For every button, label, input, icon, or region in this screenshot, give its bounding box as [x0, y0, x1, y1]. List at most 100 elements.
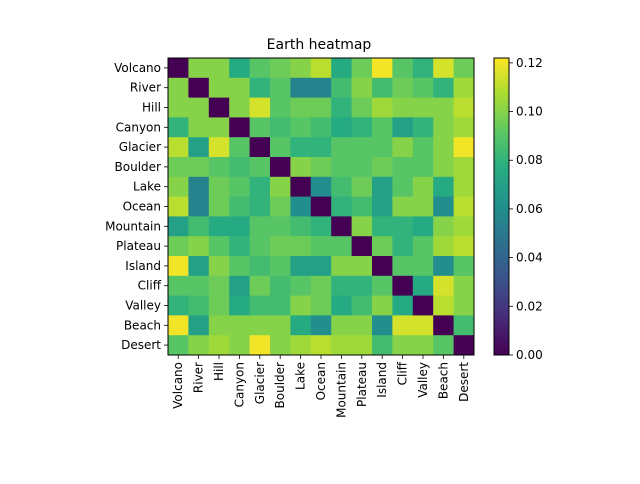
heatmap-cell-glacier-lake	[290, 137, 312, 158]
heatmap-cell-river-beach	[433, 77, 455, 99]
heatmap-cell-valley-canyon	[229, 295, 251, 316]
heatmap-cell-volcano-canyon	[229, 58, 251, 79]
heatmap-cell-canyon-mountain	[331, 117, 353, 138]
heatmap-cell-beach-valley	[412, 315, 434, 336]
heatmap-cells	[168, 58, 475, 356]
heatmap-cell-desert-canyon	[229, 335, 251, 356]
heatmap-cell-glacier-desert	[453, 137, 475, 158]
heatmap-cell-desert-cliff	[392, 335, 414, 356]
heatmap-cell-canyon-hill	[208, 117, 230, 138]
heatmap-cell-beach-glacier	[249, 315, 271, 336]
heatmap-cell-cliff-boulder	[270, 275, 291, 297]
heatmap-cell-valley-hill	[208, 295, 230, 316]
heatmap-cell-lake-ocean	[310, 176, 332, 198]
heatmap-cell-valley-volcano	[168, 295, 189, 316]
y-tick-label-hill: Hill	[142, 101, 161, 115]
x-tick-label-valley: Valley	[416, 362, 430, 398]
heatmap-cell-glacier-cliff	[392, 137, 414, 158]
y-tick-label-cliff: Cliff	[138, 279, 162, 293]
heatmap-cell-mountain-ocean	[310, 216, 332, 237]
heatmap-cell-island-plateau	[351, 256, 373, 277]
y-tick-label-beach: Beach	[124, 318, 161, 332]
heatmap-cell-river-ocean	[310, 77, 332, 99]
heatmap-cell-canyon-valley	[412, 117, 434, 138]
heatmap-cell-mountain-hill	[208, 216, 230, 237]
x-tick-label-plateau: Plateau	[355, 362, 369, 407]
heatmap-cell-volcano-beach	[433, 58, 455, 79]
colorbar-tick-label: 0.04	[516, 251, 543, 265]
y-tick-label-glacier: Glacier	[119, 140, 161, 154]
heatmap-cell-island-desert	[453, 256, 475, 277]
heatmap-cell-ocean-ocean	[310, 196, 332, 217]
x-tick-label-island: Island	[375, 362, 389, 398]
heatmap-cell-volcano-cliff	[392, 58, 414, 79]
x-tick-label-river: River	[192, 362, 206, 393]
heatmap-cell-glacier-beach	[433, 137, 455, 158]
heatmap-cell-canyon-ocean	[310, 117, 332, 138]
heatmap-cell-island-valley	[412, 256, 434, 277]
heatmap-cell-valley-mountain	[331, 295, 353, 316]
y-tick-label-lake: Lake	[133, 180, 161, 194]
heatmap-cell-mountain-valley	[412, 216, 434, 237]
heatmap-cell-hill-plateau	[351, 97, 373, 118]
heatmap-cell-canyon-river	[188, 117, 210, 138]
heatmap-cell-cliff-island	[372, 275, 393, 297]
heatmap-cell-lake-volcano	[168, 176, 189, 198]
heatmap-cell-lake-plateau	[351, 176, 373, 198]
x-tick-label-beach: Beach	[436, 362, 450, 399]
heatmap-cell-desert-river	[188, 335, 210, 356]
heatmap-cell-ocean-beach	[433, 196, 455, 217]
heatmap-cell-river-valley	[412, 77, 434, 99]
heatmap-cell-ocean-mountain	[331, 196, 353, 217]
heatmap-cell-glacier-river	[188, 137, 210, 158]
colorbar-tick-label: 0.06	[516, 202, 543, 216]
heatmap-cell-volcano-glacier	[249, 58, 271, 79]
heatmap-cell-mountain-volcano	[168, 216, 189, 237]
heatmap-cell-canyon-boulder	[270, 117, 291, 138]
heatmap-cell-volcano-plateau	[351, 58, 373, 79]
heatmap-cell-island-cliff	[392, 256, 414, 277]
heatmap-cell-volcano-ocean	[310, 58, 332, 79]
heatmap-cell-island-glacier	[249, 256, 271, 277]
x-tick-label-mountain: Mountain	[334, 362, 348, 418]
heatmap-cell-boulder-cliff	[392, 157, 414, 178]
heatmap-cell-desert-valley	[412, 335, 434, 356]
heatmap-cell-beach-plateau	[351, 315, 373, 336]
heatmap-cell-cliff-volcano	[168, 275, 189, 297]
heatmap-cell-valley-cliff	[392, 295, 414, 316]
x-tick-label-cliff: Cliff	[396, 361, 410, 385]
heatmap-cell-lake-river	[188, 176, 210, 198]
heatmap-cell-river-lake	[290, 77, 312, 99]
heatmap-cell-hill-desert	[453, 97, 475, 118]
heatmap-cell-valley-plateau	[351, 295, 373, 316]
heatmap-cell-boulder-hill	[208, 157, 230, 178]
heatmap-cell-mountain-desert	[453, 216, 475, 237]
heatmap-cell-boulder-island	[372, 157, 393, 178]
x-tick-label-lake: Lake	[294, 362, 308, 390]
heatmap-cell-glacier-volcano	[168, 137, 189, 158]
colorbar-tick-label: 0.00	[516, 348, 543, 362]
heatmap-cell-desert-plateau	[351, 335, 373, 356]
heatmap-cell-boulder-canyon	[229, 157, 251, 178]
heatmap-cell-volcano-volcano	[168, 58, 189, 79]
heatmap-cell-river-mountain	[331, 77, 353, 99]
heatmap-cell-mountain-lake	[290, 216, 312, 237]
heatmap-cell-river-cliff	[392, 77, 414, 99]
heatmap-cell-plateau-canyon	[229, 236, 251, 257]
heatmap-cell-boulder-ocean	[310, 157, 332, 178]
heatmap-cell-canyon-desert	[453, 117, 475, 138]
heatmap-cell-plateau-lake	[290, 236, 312, 257]
heatmap-cell-volcano-mountain	[331, 58, 353, 79]
heatmap-cell-glacier-glacier	[249, 137, 271, 158]
heatmap-cell-hill-ocean	[310, 97, 332, 118]
heatmap-cell-canyon-volcano	[168, 117, 189, 138]
heatmap-cell-hill-cliff	[392, 97, 414, 118]
x-axis-ticks: Volcano River Hill Canyon Glacier Boulder Lake…	[171, 355, 471, 418]
x-tick-label-ocean: Ocean	[314, 362, 328, 400]
heatmap-cell-river-volcano	[168, 77, 189, 99]
heatmap-cell-desert-boulder	[270, 335, 291, 356]
chart-title: Earth heatmap	[267, 37, 372, 53]
heatmap-cell-ocean-canyon	[229, 196, 251, 217]
